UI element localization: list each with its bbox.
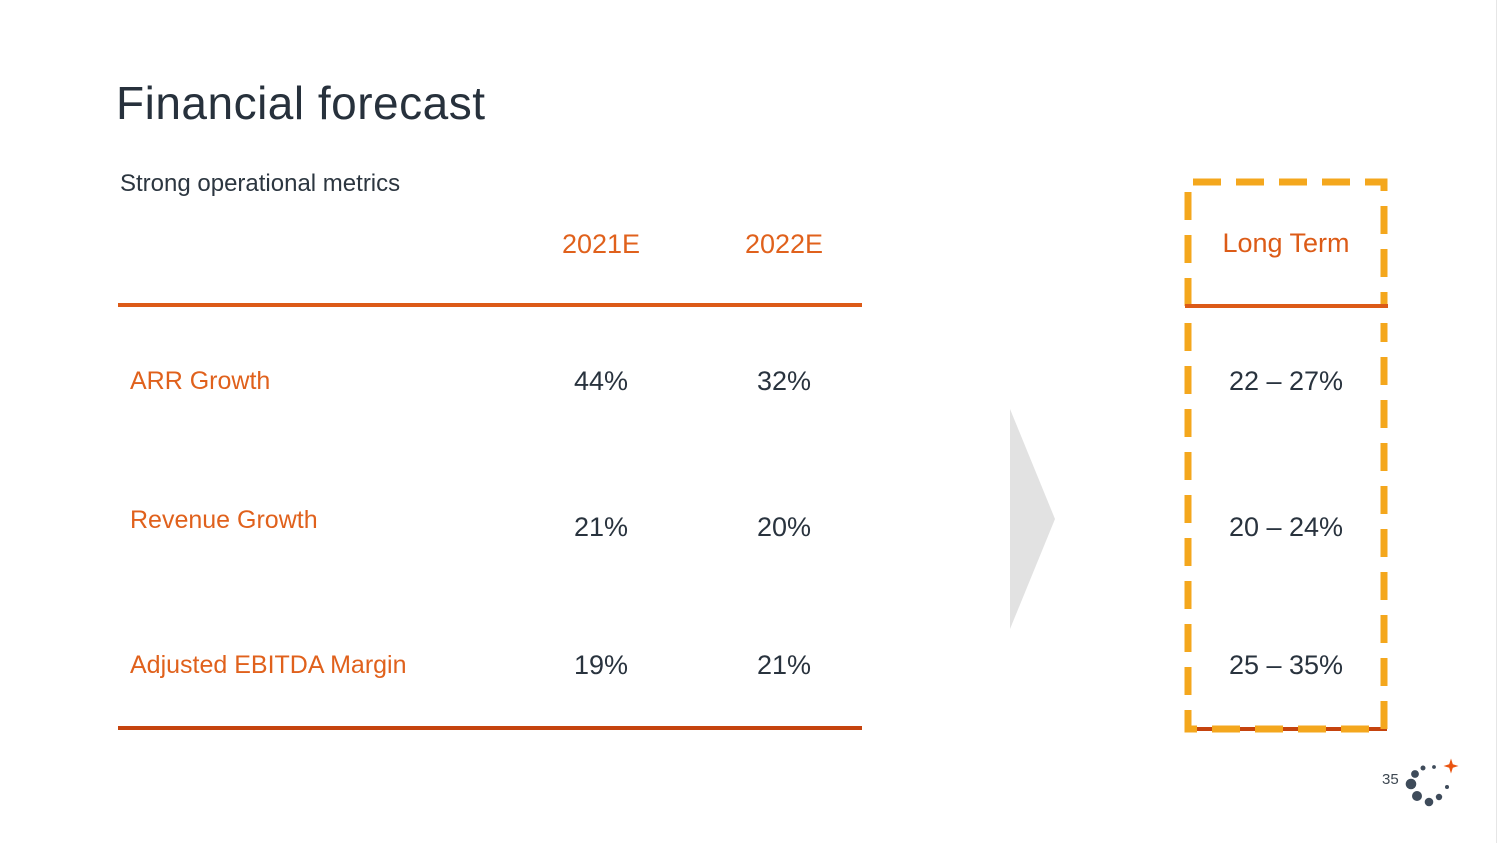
metric-label-arr-growth: ARR Growth bbox=[130, 367, 271, 395]
right-arrow-icon bbox=[1010, 409, 1055, 629]
metric-value-2021: 19% bbox=[573, 650, 629, 680]
slide-edge-divider bbox=[1496, 0, 1497, 843]
metric-value-2022: 32% bbox=[756, 366, 812, 396]
column-header-2021e: 2021E bbox=[561, 229, 641, 259]
sparkle-icon bbox=[1443, 758, 1459, 774]
long-term-panel-border bbox=[1184, 178, 1388, 733]
metric-label-revenue-growth: Revenue Growth bbox=[130, 506, 318, 534]
table-bottom-rule bbox=[118, 726, 862, 730]
metric-value-2021: 44% bbox=[573, 366, 629, 396]
metric-value-2022: 20% bbox=[756, 512, 812, 542]
page-number: 35 bbox=[1382, 771, 1399, 788]
dotted-circle-logo-icon bbox=[1405, 758, 1459, 807]
long-term-header: Long Term bbox=[1222, 228, 1350, 258]
column-header-2022e: 2022E bbox=[744, 229, 824, 259]
long-term-value-revenue-growth: 20 – 24% bbox=[1228, 512, 1344, 542]
slide-subtitle: Strong operational metrics bbox=[120, 170, 401, 197]
metric-value-2021: 21% bbox=[573, 512, 629, 542]
page-title: Financial forecast bbox=[116, 77, 486, 129]
metric-label-adjusted-ebitda-margin: Adjusted EBITDA Margin bbox=[130, 651, 407, 679]
long-term-value-adjusted-ebitda: 25 – 35% bbox=[1228, 650, 1344, 680]
table-top-rule bbox=[118, 303, 862, 307]
metric-value-2022: 21% bbox=[756, 650, 812, 680]
long-term-value-arr-growth: 22 – 27% bbox=[1228, 366, 1344, 396]
